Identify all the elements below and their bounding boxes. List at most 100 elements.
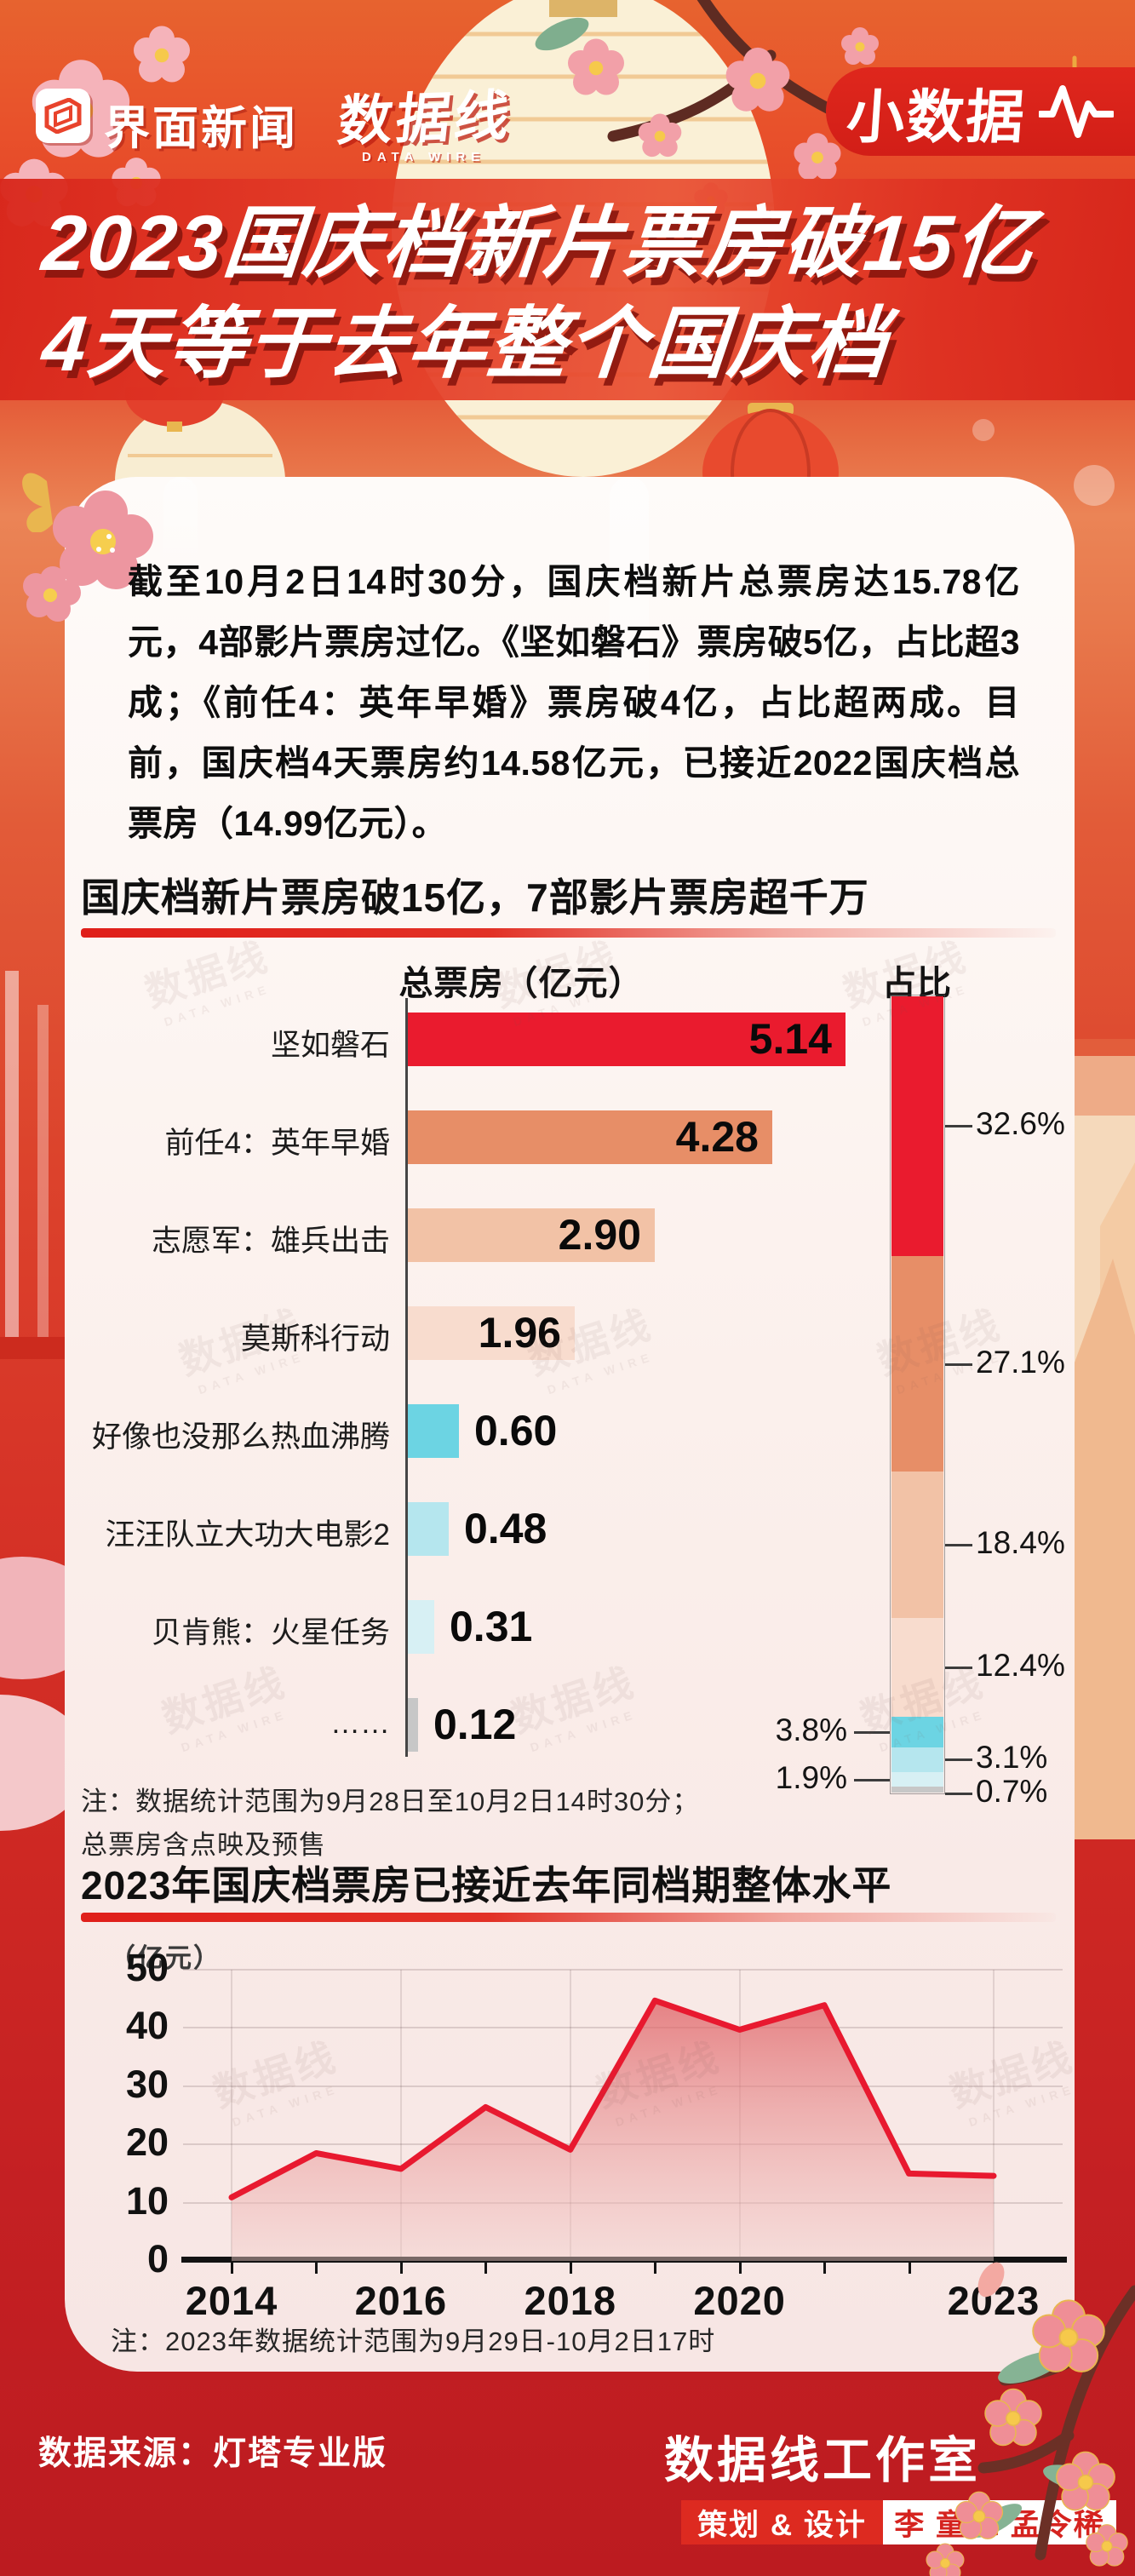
bar-label: ……	[330, 1707, 390, 1740]
butterfly-icon	[22, 473, 53, 532]
blossom-icon	[926, 2299, 1128, 2576]
share-leader-line	[945, 1544, 972, 1547]
x-axis-tick	[654, 2263, 657, 2274]
bar-value: 1.96	[478, 1309, 561, 1357]
data-source: 数据来源：灯塔专业版	[38, 2435, 388, 2472]
y-tick-label: 30	[125, 2062, 169, 2106]
bar-value: 4.28	[675, 1113, 759, 1161]
bar-label: 志愿军：雄兵出击	[151, 1225, 390, 1258]
tassel-decoration	[163, 477, 198, 575]
bar-5	[408, 1404, 459, 1458]
chart1-boxoffice-header: 总票房（亿元）	[398, 965, 644, 1002]
intro-paragraph: 截至10月2日14时30分，国庆档新片总票房达15.78亿元，4部影片票房过亿。…	[128, 562, 1020, 843]
chart1-title: 国庆档新片票房破15亿，7部影片票房超千万	[81, 875, 869, 920]
gridline-h	[183, 1969, 1063, 1971]
bar-label: 贝肯熊：火星任务	[151, 1616, 390, 1649]
heartbeat-pulse-icon	[1038, 85, 1114, 138]
bar-label: 汪汪队立大功大电影2	[105, 1518, 390, 1552]
x-axis-tick	[231, 2263, 233, 2274]
share-leader-line	[945, 1363, 972, 1366]
y-tick-label: 50	[125, 1946, 169, 1989]
x-axis-tick	[484, 2263, 488, 2274]
right-side-decoration	[1075, 1039, 1135, 1839]
footer-branch-decoration	[926, 2285, 1135, 2576]
chart2-divider	[81, 1913, 1056, 1922]
share-stack-outline	[890, 995, 945, 1794]
x-axis-tick	[569, 2263, 572, 2274]
share-leader-line	[945, 1667, 972, 1670]
y-tick-label: 20	[125, 2120, 169, 2165]
x-tick-label: 2018	[524, 2278, 617, 2323]
share-segment	[891, 1787, 943, 1793]
bar-6	[408, 1502, 449, 1556]
bar-7	[408, 1600, 434, 1654]
chart2-note: 注：2023年数据统计范围为9月29日-10月2日17时	[111, 2326, 716, 2356]
y-tick-label: 40	[125, 2004, 169, 2048]
share-label: 0.7%	[976, 1774, 1048, 1810]
share-segment	[891, 1771, 943, 1787]
share-label: 32.6%	[976, 1106, 1065, 1142]
bar-2	[408, 1110, 772, 1164]
share-label: 1.9%	[775, 1759, 847, 1795]
bar-3	[408, 1208, 655, 1262]
bar-value: 0.31	[450, 1603, 533, 1650]
share-leader-line	[945, 1125, 972, 1128]
share-leader-line	[854, 1730, 890, 1734]
petal-decoration	[977, 2262, 1005, 2298]
chart2-unit-label: （亿元）	[109, 1943, 221, 1973]
corner-flower-decoration	[23, 491, 153, 622]
x-axis-tick	[908, 2263, 911, 2274]
chart1-note-line2: 总票房含点映及预售	[81, 1830, 326, 1860]
trend-line	[228, 1997, 997, 2200]
bar-value: 0.48	[464, 1505, 547, 1552]
box-office-trend-area-chart	[228, 1997, 997, 2261]
share-segment	[891, 1717, 943, 1747]
title-banner	[0, 179, 1135, 400]
share-segment	[891, 1472, 943, 1619]
share-segment	[891, 1747, 943, 1772]
y-tick-label: 10	[125, 2178, 169, 2223]
gridline-v	[231, 1970, 232, 2258]
credit-label: 策划 & 设计	[681, 2500, 883, 2544]
x-axis-tick	[315, 2263, 318, 2274]
share-label: 18.4%	[976, 1525, 1065, 1561]
share-label: 12.4%	[976, 1648, 1065, 1684]
bar-label: 莫斯科行动	[240, 1322, 390, 1356]
y-tick-label: 0	[146, 2237, 169, 2281]
brand-datawire-sub: DATA WIRE	[362, 150, 486, 164]
share-segment	[891, 1618, 943, 1718]
chart1-note-line1: 注：数据统计范围为9月28日至10月2日14时30分；	[81, 1787, 700, 1816]
share-leader-line	[854, 1778, 890, 1781]
x-axis-tick	[823, 2263, 827, 2274]
share-segment	[891, 996, 943, 1256]
tassel-decoration	[610, 477, 649, 843]
bar-value: 0.60	[474, 1407, 558, 1454]
chart1-axis-line	[405, 998, 408, 1757]
gridline-v	[399, 1970, 402, 2258]
bar-value: 2.90	[558, 1211, 641, 1259]
bar-label: 好像也没那么热血沸腾	[91, 1420, 390, 1454]
share-label: 27.1%	[976, 1344, 1065, 1380]
chart2-title: 2023年国庆档票房已接近去年同档期整体水平	[81, 1863, 892, 1908]
leaf-icon	[535, 17, 589, 51]
studio-name: 数据线工作室	[664, 2433, 982, 2488]
bar-1	[408, 1013, 846, 1066]
bar-label: 前任4：英年早婚	[164, 1127, 390, 1160]
bar-label: 坚如磐石	[270, 1029, 390, 1062]
jiemian-news-logo-icon	[36, 89, 90, 143]
bar-8	[408, 1698, 418, 1752]
gridline-v	[569, 1970, 571, 2258]
brand-jiemian: 界面新闻	[104, 103, 298, 154]
gridline-h	[183, 2027, 1063, 2029]
share-segment	[891, 1255, 943, 1472]
share-label: 3.1%	[976, 1740, 1048, 1776]
jiemian-glyph	[44, 98, 82, 134]
x-tick-label: 2020	[693, 2278, 786, 2323]
left-side-decoration	[0, 971, 65, 1831]
area-fill	[232, 2000, 994, 2261]
gridline-v	[992, 1970, 995, 2258]
